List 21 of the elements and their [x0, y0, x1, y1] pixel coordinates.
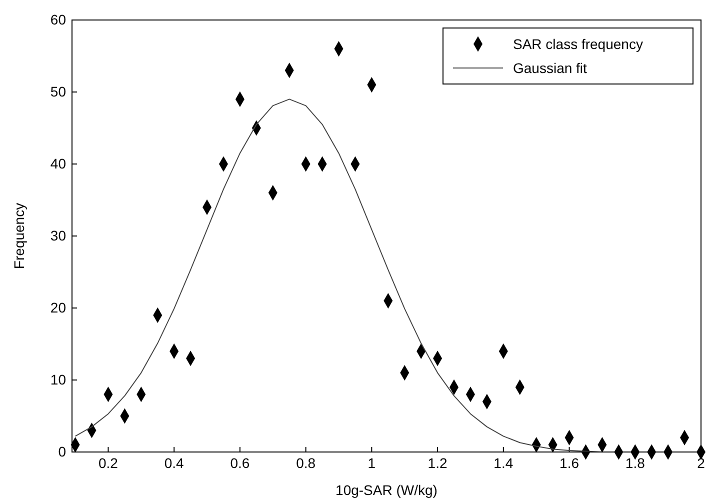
legend-label: SAR class frequency [513, 36, 643, 52]
x-tick-label: 1.6 [560, 454, 580, 471]
y-tick-label: 20 [50, 299, 66, 316]
x-tick-label: 1.2 [428, 454, 448, 471]
y-tick-label: 50 [50, 83, 66, 100]
y-tick-label: 10 [50, 371, 66, 388]
x-tick-label: 1.4 [494, 454, 514, 471]
x-tick-label: 0.4 [164, 454, 184, 471]
x-tick-label: 0.6 [230, 454, 250, 471]
y-axis-title: Frequency [11, 202, 27, 270]
y-tick-label: 0 [58, 443, 66, 460]
x-tick-label: 2 [697, 454, 706, 471]
legend-label: Gaussian fit [513, 60, 588, 76]
y-tick-label: 40 [50, 155, 66, 172]
x-tick-label: 1 [368, 454, 376, 471]
x-tick-label: 0.2 [98, 454, 118, 471]
x-axis-title: 10g-SAR (W/kg) [336, 482, 438, 498]
y-tick-label: 60 [50, 11, 66, 28]
x-tick-label: 0.8 [296, 454, 316, 471]
x-tick-label: 1.8 [625, 454, 646, 471]
y-tick-label: 30 [50, 227, 66, 244]
